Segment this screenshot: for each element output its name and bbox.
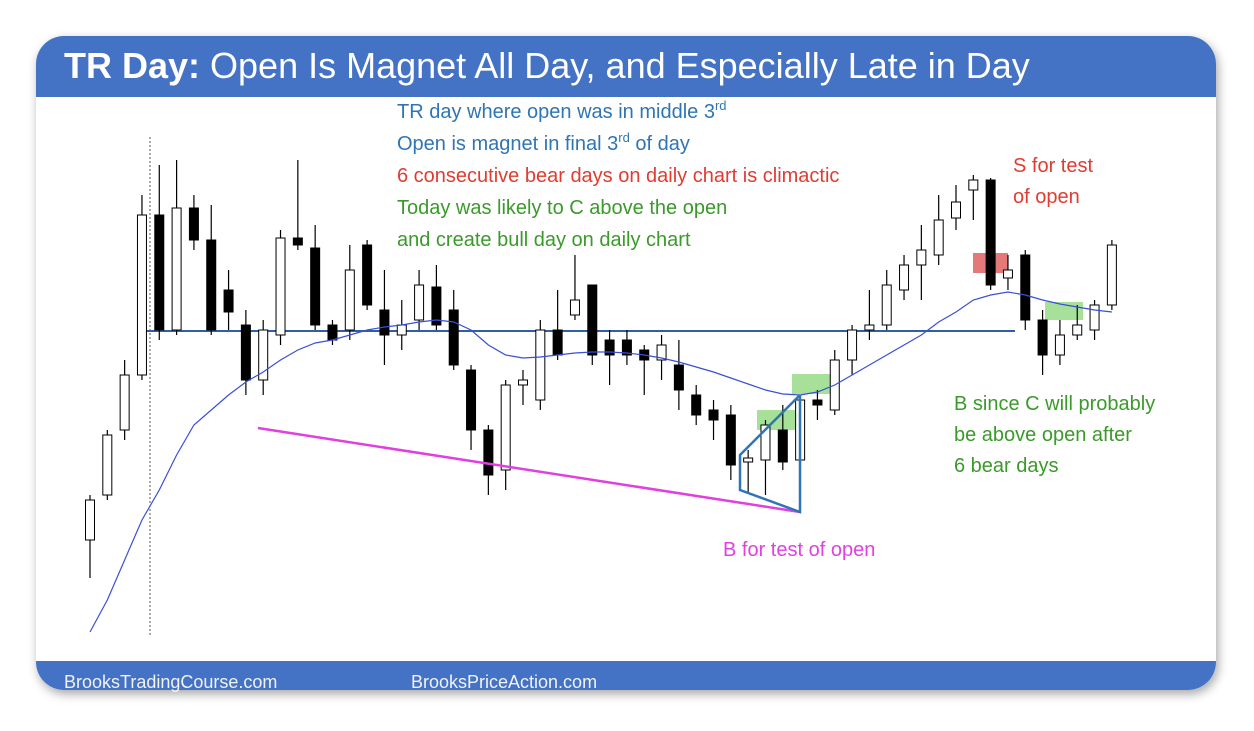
wedge-line xyxy=(738,394,802,514)
candle-body xyxy=(362,244,373,306)
note-text: B since C will probably xyxy=(954,393,1155,415)
annotation: and create bull day on daily chart xyxy=(397,229,691,251)
footer-bar xyxy=(36,661,1216,690)
footer-text: BrooksTradingCourse.com xyxy=(64,672,277,692)
candle-body xyxy=(621,339,632,356)
candle-body xyxy=(275,237,286,336)
candle-body xyxy=(1072,324,1083,336)
candle-body xyxy=(206,239,217,331)
annotation: TR day where open was in middle 3rd xyxy=(397,98,727,123)
highlight-box xyxy=(792,374,830,394)
candle-body xyxy=(708,409,719,421)
candle-body xyxy=(119,374,130,431)
candle-body xyxy=(812,399,823,406)
annotation-text: Open is magnet in final 3 xyxy=(397,133,618,155)
candle-body xyxy=(223,289,234,313)
candle-body xyxy=(1054,334,1065,356)
candle-body xyxy=(500,384,511,471)
annotation: 6 consecutive bear days on daily chart i… xyxy=(397,165,839,187)
candle-body xyxy=(916,249,927,266)
header-bar xyxy=(36,36,1216,97)
candle-body xyxy=(154,214,165,331)
candle-body xyxy=(1002,269,1013,279)
annotation: Today was likely to C above the open xyxy=(397,197,727,219)
candle-body xyxy=(85,499,95,541)
note-text: be above open after xyxy=(954,424,1132,446)
candle-body xyxy=(136,214,147,376)
candle-body xyxy=(951,201,961,219)
candle-body xyxy=(985,179,996,286)
slide-frame xyxy=(36,36,1216,690)
candle-body xyxy=(569,299,580,316)
candle-body xyxy=(483,429,494,476)
candle-body xyxy=(587,284,598,356)
annotation-sup: rd xyxy=(715,98,727,113)
candle-body xyxy=(552,329,563,356)
note-text: 6 bear days xyxy=(954,455,1059,477)
annotation-sup: rd xyxy=(618,130,630,145)
candle-body xyxy=(414,284,425,321)
candle-body xyxy=(899,264,910,291)
candle-body xyxy=(743,457,754,463)
candle-body xyxy=(466,369,477,431)
candle-body xyxy=(725,414,736,466)
footer-text: BrooksPriceAction.com xyxy=(411,672,597,692)
candle-body xyxy=(327,324,338,341)
candle-body xyxy=(396,324,407,336)
annotation-text: and create bull day on daily chart xyxy=(397,229,691,251)
candle-body xyxy=(535,329,546,401)
title-bold: TR Day: xyxy=(64,45,200,86)
candle-body xyxy=(379,309,390,336)
candle-body xyxy=(292,237,303,246)
candle-body xyxy=(656,344,667,361)
candle-body xyxy=(431,286,442,326)
candle-body xyxy=(760,424,771,461)
candle-body xyxy=(691,394,702,416)
candle-body xyxy=(171,207,182,331)
trend-line xyxy=(257,426,801,514)
title-text: Open Is Magnet All Day, and Especially L… xyxy=(210,45,1030,86)
candle-body xyxy=(864,324,875,331)
candle-body xyxy=(881,284,892,326)
chart: TR day where open was in middle 3rdOpen … xyxy=(85,98,1155,636)
candle-body xyxy=(240,324,251,381)
annotation-text: of day xyxy=(630,133,690,155)
candle-body xyxy=(777,429,788,463)
candle-body xyxy=(448,309,459,366)
candle-body xyxy=(102,434,113,496)
candle-body xyxy=(344,269,355,331)
candle-body xyxy=(604,339,615,356)
candle-body xyxy=(673,364,684,391)
annotation-text: Today was likely to C above the open xyxy=(397,197,727,219)
annotation: Open is magnet in final 3rd of day xyxy=(397,130,690,155)
moving-average xyxy=(89,291,1112,633)
annotation-text: 6 consecutive bear days on daily chart i… xyxy=(397,165,839,187)
note-text: S for test xyxy=(1013,155,1093,177)
candle-body xyxy=(1089,304,1100,331)
note-text: B for test of open xyxy=(723,539,875,561)
note-text: of open xyxy=(1013,186,1080,208)
candle-body xyxy=(188,207,199,241)
candle-body xyxy=(1106,244,1117,306)
annotation-text: TR day where open was in middle 3 xyxy=(397,101,715,123)
candle-body xyxy=(258,329,269,381)
candle-body xyxy=(1020,254,1031,321)
candle-body xyxy=(968,179,979,191)
candle-body xyxy=(1037,319,1048,356)
candle-body xyxy=(310,247,321,326)
candle-body xyxy=(518,379,528,386)
chart-title: TR Day: Open Is Magnet All Day, and Espec… xyxy=(64,45,1030,86)
candle-body xyxy=(847,329,858,361)
candle-body xyxy=(933,219,944,256)
